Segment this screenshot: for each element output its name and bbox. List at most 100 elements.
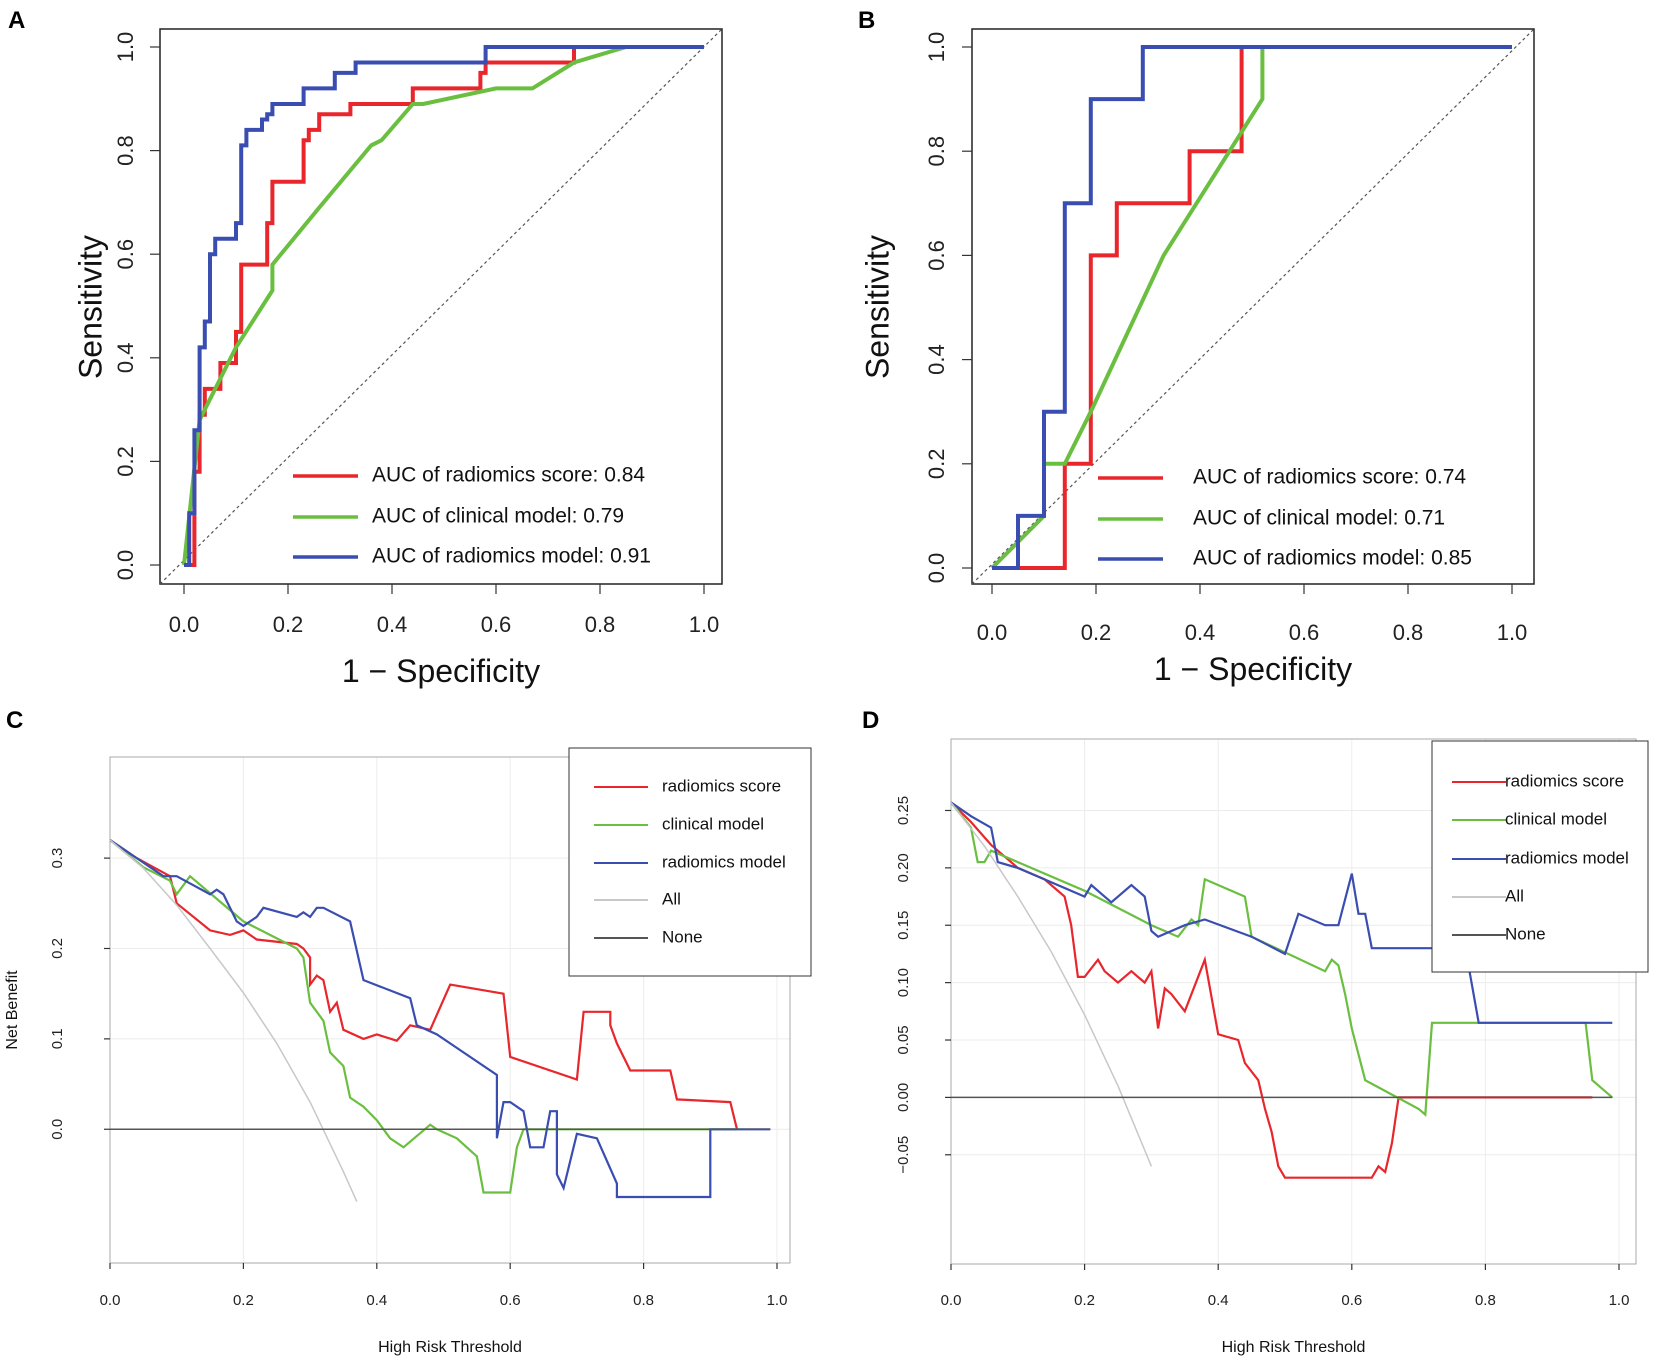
x-tick-label: 0.2 (233, 1292, 254, 1309)
plot-frame (971, 28, 1535, 585)
series-line-radiomics-model (992, 45, 1512, 570)
y-axis: 0.0 0.2 0.4 0.6 0.8 1.0 Sensitivity (72, 32, 160, 581)
series-line-all (951, 801, 1153, 1167)
series-line-radiomics-score (992, 45, 1512, 570)
y-tick-label: 0.2 (113, 446, 138, 477)
series-line-radiomics-model (951, 801, 1613, 1024)
legend-label: radiomics score (662, 776, 781, 795)
x-tick-label: 0.6 (500, 1292, 521, 1309)
y-tick-label: 0.2 (924, 449, 949, 480)
legend-label: AUC of radiomics score: 0.84 (372, 464, 645, 487)
y-tick-label: 0.3 (49, 848, 66, 869)
legend-box (1431, 740, 1649, 973)
x-tick-label: 1.0 (1609, 1292, 1630, 1309)
x-tick-label: 0.4 (1208, 1292, 1229, 1309)
y-tick-label: −0.05 (895, 1136, 912, 1174)
y-axis-title: Sensitivity (72, 235, 108, 379)
legend-label: AUC of clinical model: 0.71 (1193, 507, 1445, 530)
x-tick-label: 0.8 (585, 612, 616, 637)
x-axis-title: High Risk Threshold (1222, 1339, 1366, 1356)
legend-label: None (1505, 924, 1546, 943)
y-tick-label: 0.2 (49, 938, 66, 959)
series-line-radiomics-model (184, 45, 704, 567)
legend-label: AUC of radiomics model: 0.85 (1193, 547, 1472, 570)
legend: radiomics score clinical model radiomics m… (568, 747, 812, 977)
x-tick-label: 0.8 (1475, 1292, 1496, 1309)
x-axis: 0.0 0.2 0.4 0.6 0.8 1.0 High Risk Threshold (941, 1264, 1630, 1356)
y-tick-label: 0.6 (924, 240, 949, 271)
legend-label: radiomics model (662, 852, 786, 871)
x-axis: 0.0 0.2 0.4 0.6 0.8 1.0 1 − Specificity (977, 584, 1528, 687)
y-tick-label: 0.1 (49, 1028, 66, 1049)
y-axis-title: Sensitivity (859, 235, 895, 379)
series-group (182, 45, 704, 567)
series-line-radiomics-score (184, 45, 704, 567)
y-tick-label: 0.0 (113, 550, 138, 581)
y-tick-label: 1.0 (924, 32, 949, 63)
x-axis-title: High Risk Threshold (378, 1339, 522, 1356)
y-tick-label: 0.05 (895, 1025, 912, 1054)
y-tick-label: 0.25 (895, 796, 912, 825)
series-line-clinical-model (110, 839, 737, 1194)
x-tick-label: 0.2 (1081, 620, 1112, 645)
x-tick-label: 0.0 (169, 612, 200, 637)
panel-b: B 0.0 0.2 0.4 0.6 0.8 1.0 1 − Specificity 0.0 0.2… (858, 7, 1535, 687)
x-tick-label: 0.6 (1341, 1292, 1362, 1309)
x-tick-label: 1.0 (1497, 620, 1528, 645)
x-tick-label: 0.2 (273, 612, 304, 637)
x-axis-title: 1 − Specificity (1154, 651, 1352, 687)
series-group (951, 801, 1614, 1179)
legend-label: AUC of radiomics score: 0.74 (1193, 466, 1466, 489)
plot-frame (950, 738, 1637, 1265)
series-group (110, 839, 771, 1202)
x-tick-label: 0.6 (1289, 620, 1320, 645)
series-group (990, 45, 1512, 570)
y-tick-label: 0.8 (924, 136, 949, 167)
y-tick-label: 0.15 (895, 911, 912, 940)
x-tick-label: 0.8 (1393, 620, 1424, 645)
y-axis-title: Net Benefit (4, 970, 21, 1050)
x-tick-label: 0.4 (377, 612, 408, 637)
y-tick-label: 0.10 (895, 968, 912, 997)
x-axis: 0.0 0.2 0.4 0.6 0.8 1.0 High Risk Threshold (100, 1263, 788, 1356)
panel-label: C (6, 707, 23, 734)
y-axis: 0.0 0.2 0.4 0.6 0.8 1.0 Sensitivity (859, 32, 972, 583)
legend-label: radiomics model (1505, 848, 1629, 867)
legend: AUC of radiomics score: 0.84 AUC of clini… (293, 464, 651, 568)
legend-label: AUC of radiomics model: 0.91 (372, 545, 651, 568)
x-tick-label: 0.0 (100, 1292, 121, 1309)
y-tick-label: 0.20 (895, 853, 912, 882)
series-line-clinical-model (990, 45, 1512, 570)
x-axis-title: 1 − Specificity (342, 653, 540, 689)
y-tick-label: 0.4 (924, 344, 949, 375)
series-line-clinical-model (182, 45, 704, 566)
y-axis: 0.0 0.1 0.2 0.3 Net Benefit (4, 848, 110, 1140)
x-tick-label: 0.2 (1074, 1292, 1095, 1309)
x-tick-label: 0.4 (1185, 620, 1216, 645)
legend-label: All (662, 889, 681, 908)
series-line-radiomics-score (951, 801, 1593, 1179)
y-tick-label: 1.0 (113, 32, 138, 63)
y-tick-label: 0.4 (113, 343, 138, 374)
x-tick-label: 0.0 (977, 620, 1008, 645)
y-tick-label: 0.8 (113, 135, 138, 166)
series-line-radiomics-score (110, 839, 739, 1130)
legend: AUC of radiomics score: 0.74 AUC of clini… (1098, 466, 1472, 570)
legend: radiomics score clinical model radiomics m… (1431, 740, 1649, 973)
x-tick-label: 1.0 (689, 612, 720, 637)
legend-label: radiomics score (1505, 771, 1624, 790)
y-axis: −0.05 0.00 0.05 0.10 0.15 0.20 0.25 (895, 796, 951, 1174)
series-line-radiomics-model (110, 839, 771, 1199)
y-tick-label: 0.0 (49, 1119, 66, 1140)
x-tick-label: 1.0 (767, 1292, 788, 1309)
y-tick-label: 0.00 (895, 1083, 912, 1112)
legend-label: All (1505, 886, 1524, 905)
x-tick-label: 0.8 (633, 1292, 654, 1309)
plot-frame (159, 28, 723, 585)
series-line-all (110, 839, 358, 1202)
panel-label: A (8, 7, 25, 34)
legend-label: AUC of clinical model: 0.79 (372, 505, 624, 528)
reference-diagonal (159, 28, 723, 585)
